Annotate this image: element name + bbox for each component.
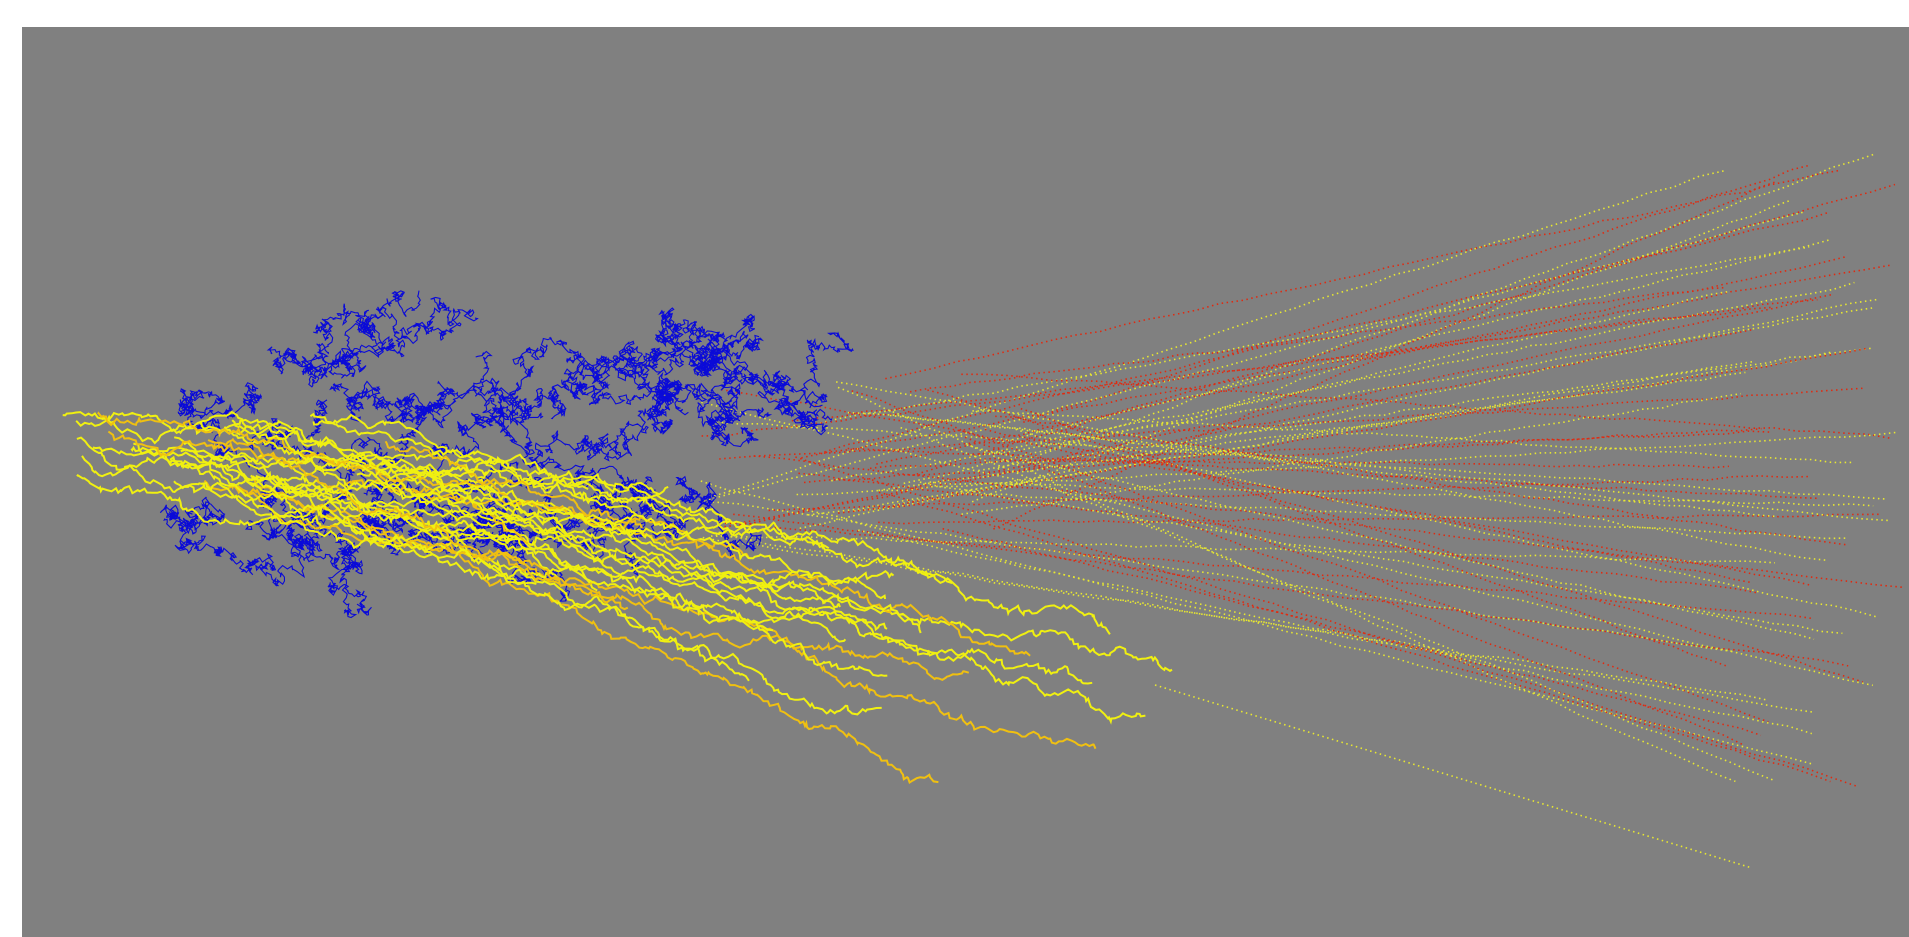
track-view — [0, 0, 1909, 937]
page: {} (() => { const data = JSON.parse(docu… — [0, 0, 1909, 937]
